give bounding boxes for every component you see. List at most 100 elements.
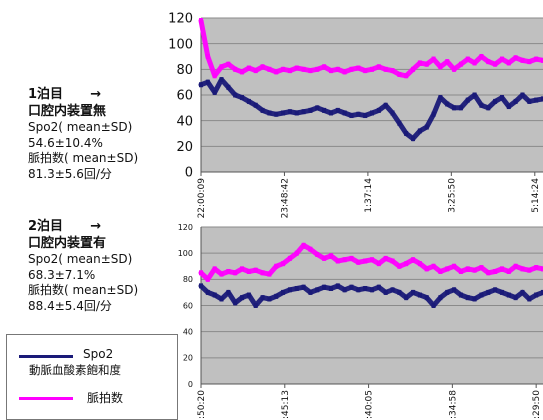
pulse-point [520,266,525,272]
spo2-point [363,285,368,291]
spo2-point [458,105,463,111]
pulse-point [458,61,463,67]
spo2-point [513,98,518,104]
spo2-point [383,289,388,295]
pulse-point [534,56,539,62]
pulse-point [240,266,245,272]
pulse-point [506,268,511,274]
pulse-point [267,271,272,277]
pulse-point [452,66,457,72]
x-tick-label: 23:48:42 [280,178,290,218]
spo2-point [281,289,286,295]
pulse-point [226,61,231,67]
spo2-point [205,79,210,85]
spo2-point [486,105,491,111]
spo2-point [212,292,217,298]
stats-night-2: 2泊目 → 口腔内装置有 Spo2( mean±SD) 68.3±7.1% 脈拍… [28,218,178,314]
pulse-point [424,266,429,272]
spo2-point [308,289,313,295]
spo2-point [411,289,416,295]
pulse-point [301,66,306,72]
x-tick-label: 1:50:20 [197,390,207,419]
pulse-point [411,66,416,72]
pulse-point [527,267,532,273]
pulse-stat-label: 脈拍数( mean±SD) [28,283,139,297]
pulse-point [486,59,491,65]
spo2-point [315,287,320,293]
spo2-point [541,96,543,102]
pulse-point [438,64,443,70]
spo2-point [287,287,292,293]
spo2-legend-line [19,355,73,358]
spo2-point [233,92,238,98]
pulse-point [212,73,217,79]
pulse-point [431,263,436,269]
spo2-point [404,131,409,136]
spo2-point [493,287,498,293]
pulse-point [499,56,504,62]
pulse-point [465,56,470,62]
arrow: → [90,219,102,234]
pulse-point [486,270,491,276]
x-tick-label: 5:29:50 [532,390,542,419]
pulse-point [390,258,395,264]
y-tick-label: 20 [183,354,193,363]
spo2-point [226,84,231,90]
pulse-point [383,66,388,72]
spo2-point [335,107,340,113]
spo2-point [424,124,429,130]
spo2-point [465,295,470,301]
pulse-point [240,69,245,75]
pulse-point [534,265,539,271]
spo2-point [205,289,210,295]
pulse-point [342,69,347,75]
spo2-stat-label: Spo2( mean±SD) [28,252,133,266]
pulse-point [356,65,361,71]
spo2-point [287,109,292,115]
y-tick-label: 120 [168,12,193,27]
pulse-point [342,257,347,263]
spo2-point [315,105,320,111]
spo2-point [472,92,477,98]
pulse-point [452,263,457,269]
pulse-point [520,57,525,63]
spo2-point [267,296,272,302]
pulse-stat-label: 脈拍数( mean±SD) [28,151,139,165]
spo2-point [219,77,224,83]
y-tick-label: 80 [183,275,193,284]
pulse-legend-line [19,397,73,400]
spo2-legend-label: Spo2 [83,347,114,361]
spo2-point [370,110,374,116]
spo2-point [274,111,279,117]
y-tick-label: 100 [168,37,193,52]
pulse-point [260,64,265,70]
spo2-point [294,285,299,291]
pulse-point [356,259,361,265]
spo2-point [342,110,347,116]
pulse-point [513,55,518,61]
spo2-point [233,300,238,306]
pulse-point [472,267,477,273]
spo2-point [431,111,436,117]
pulse-point [233,66,238,72]
spo2-point [335,283,340,289]
pulse-point [397,71,402,77]
spo2-point [506,104,511,110]
spo2-point [322,107,327,113]
spo2-point [308,107,313,113]
spo2-point [294,110,299,116]
spo2-point [328,110,333,116]
pulse-point [472,60,477,66]
spo2-point [520,289,525,295]
pulse-point [274,263,279,269]
pulse-point [404,73,409,79]
pulse-point [335,258,340,264]
spo2-point [520,92,525,98]
x-tick-label: 1:40:05 [365,390,375,419]
spo2-point [438,295,443,301]
pulse-point [397,263,402,269]
pulse-point [465,266,470,272]
pulse-point [287,68,292,74]
pulse-point [308,246,313,252]
spo2-point [383,102,388,108]
